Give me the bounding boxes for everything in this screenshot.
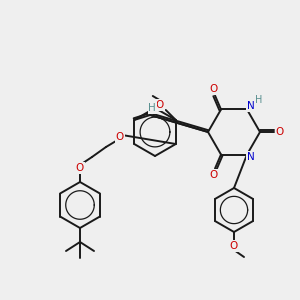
Text: O: O [230, 241, 238, 251]
Text: O: O [76, 163, 84, 173]
Text: O: O [209, 85, 217, 94]
Text: O: O [116, 132, 124, 142]
Text: N: N [247, 101, 255, 112]
Text: H: H [148, 103, 156, 113]
Text: O: O [156, 100, 164, 110]
Text: N: N [247, 152, 255, 161]
Text: O: O [209, 169, 217, 179]
Text: H: H [255, 95, 263, 106]
Text: O: O [276, 127, 284, 137]
